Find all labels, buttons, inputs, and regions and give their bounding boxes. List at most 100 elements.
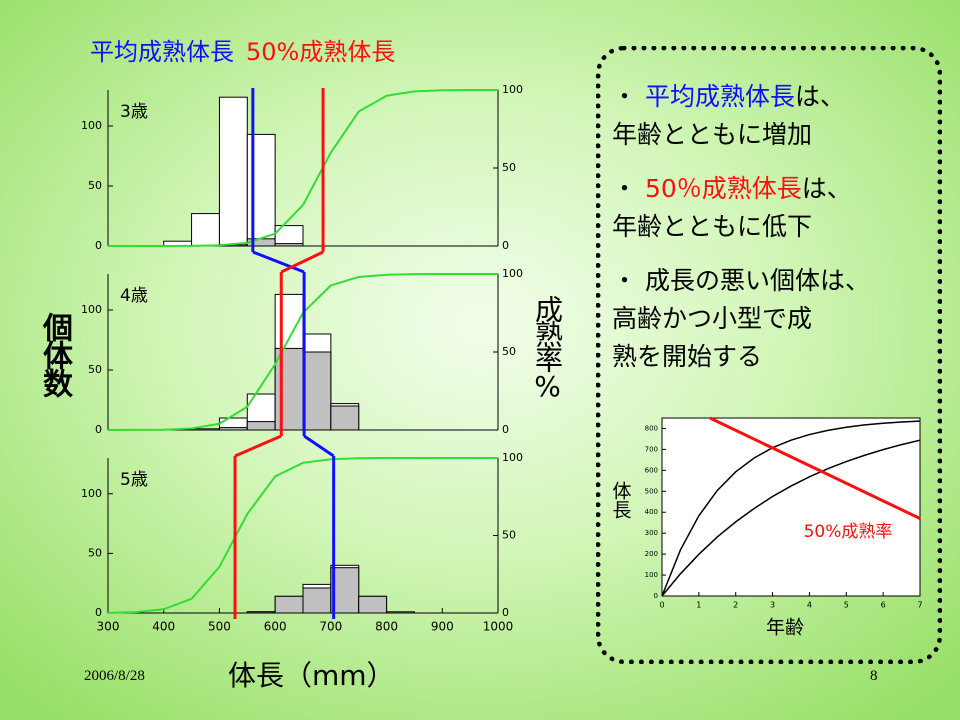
- mature-bar: [274, 243, 304, 247]
- x-tick-label: 2: [733, 601, 738, 610]
- bullet: ・ 平均成熟体長は、年齢とともに増加: [612, 78, 870, 154]
- x-axis-label: 年齢: [766, 617, 804, 639]
- series-label: 50%成熟率: [804, 521, 893, 542]
- bullet-line: ・ 成長の悪い個体は、: [612, 262, 870, 300]
- x-tick-label: 1000: [483, 620, 514, 634]
- y2-label: 成熟率%: [531, 295, 564, 400]
- bullet-text: は、: [801, 174, 852, 203]
- x-tick-label: 7: [917, 601, 922, 610]
- x-tick-label: 700: [319, 620, 342, 634]
- bullet-text: 年齢とともに低下: [612, 212, 813, 241]
- y-tick-label: 100: [81, 119, 102, 132]
- bar: [191, 213, 220, 247]
- y-tick-label: 400: [645, 508, 658, 516]
- x-label: 体長（mm）: [228, 659, 395, 692]
- mature-bar: [302, 587, 332, 614]
- bullet-text: は、: [794, 82, 845, 111]
- page-number: 8: [870, 668, 878, 684]
- bullets: ・ 平均成熟体長は、 年齢とともに増加・ 50％成熟体長は、 年齢とともに低下・ 成…: [612, 78, 870, 392]
- y-tick-label: 50: [88, 179, 102, 192]
- mean-connector: [252, 250, 305, 274]
- y-tick-label: 100: [645, 571, 658, 579]
- y-tick-label: 0: [95, 239, 102, 252]
- legend-entry: 平均成熟体長: [90, 38, 234, 66]
- mature-bar: [274, 347, 304, 431]
- legend-entry: 50%成熟体長: [246, 38, 396, 66]
- bullet-line: 年齢とともに低下: [612, 208, 870, 246]
- bullet-text: 50％成熟体長: [644, 174, 802, 203]
- bullet-line: 年齢とともに増加: [612, 116, 870, 154]
- mature-bar: [330, 405, 360, 431]
- mature-bar: [358, 595, 388, 614]
- bullet-line: ・ 平均成熟体長は、: [612, 78, 870, 116]
- bar: [191, 428, 220, 431]
- bullet-text: 高齢かつ小型で成: [612, 304, 813, 333]
- y2-tick-label: 50: [502, 161, 516, 174]
- x-tick-label: 3: [770, 601, 775, 610]
- bullet-text: ・: [612, 82, 645, 111]
- x-tick-label: 800: [375, 620, 398, 634]
- x-tick-label: 500: [208, 620, 231, 634]
- maturity-curve: [108, 89, 498, 247]
- y-tick-label: 200: [645, 550, 658, 558]
- series-line: [709, 416, 921, 520]
- bullet: ・ 50％成熟体長は、年齢とともに低下: [612, 170, 870, 246]
- maturity-curve: [107, 457, 498, 614]
- bar: [218, 96, 248, 247]
- bullet-line: 高齢かつ小型で成: [612, 300, 870, 338]
- bullet-line: 熟を開始する: [612, 338, 870, 376]
- y2-tick-label: 0: [502, 606, 509, 619]
- x-tick-label: 4: [807, 601, 812, 610]
- mean-connector: [303, 434, 335, 458]
- mature-bar: [246, 611, 276, 614]
- mature-bar: [246, 421, 276, 431]
- y-tick-label: 100: [81, 303, 102, 316]
- x-tick-label: 300: [97, 620, 120, 634]
- series-line: [661, 420, 921, 597]
- note-box: [596, 46, 942, 664]
- y2-tick-label: 0: [502, 423, 509, 436]
- mature-bar: [274, 595, 304, 614]
- series-line: [661, 439, 921, 597]
- y-tick-label: 300: [645, 529, 658, 537]
- y2-tick-label: 100: [502, 451, 523, 464]
- x-tick-label: 5: [844, 601, 849, 610]
- bullet-text: ・: [612, 174, 645, 203]
- x-tick-label: 6: [881, 601, 886, 610]
- mature-bar: [302, 351, 332, 431]
- length-50-connector: [280, 250, 324, 274]
- x-tick-label: 400: [152, 620, 175, 634]
- age-label: 5歳: [120, 470, 148, 490]
- y-tick-label: 100: [81, 487, 102, 500]
- age-label: 4歳: [120, 286, 148, 306]
- y-tick-label: 0: [654, 592, 658, 600]
- x-tick-label: 1: [696, 601, 701, 610]
- age-label: 3歳: [120, 102, 148, 122]
- y-tick-label: 50: [88, 546, 102, 559]
- y-label: 個体数: [37, 312, 72, 396]
- x-tick-label: 0: [659, 601, 664, 610]
- y-tick-label: 600: [645, 466, 658, 474]
- bullet: ・ 成長の悪い個体は、 高齢かつ小型で成 熟を開始する: [612, 262, 870, 376]
- y-tick-label: 500: [645, 487, 658, 495]
- y-tick-label: 0: [95, 423, 102, 436]
- x-tick-label: 900: [431, 620, 454, 634]
- y-axis-label: 体長: [610, 481, 632, 519]
- bullet-line: ・ 50％成熟体長は、: [612, 170, 870, 208]
- bullet-text: 平均成熟体長: [644, 82, 795, 111]
- bullet-text: 熟を開始する: [612, 342, 763, 371]
- mature-bar: [218, 427, 248, 431]
- bullet-text: 年齢とともに増加: [612, 120, 813, 149]
- bullet-text: ・ 成長の悪い個体は、: [612, 266, 870, 295]
- y-tick-label: 700: [645, 445, 658, 453]
- y-tick-label: 800: [645, 424, 658, 432]
- bar: [386, 611, 415, 614]
- y2-tick-label: 0: [502, 239, 509, 252]
- plot-frame: [661, 417, 921, 597]
- y2-tick-label: 100: [502, 267, 523, 280]
- y-tick-label: 50: [88, 363, 102, 376]
- x-tick-label: 600: [264, 620, 287, 634]
- y2-tick-label: 50: [502, 345, 516, 358]
